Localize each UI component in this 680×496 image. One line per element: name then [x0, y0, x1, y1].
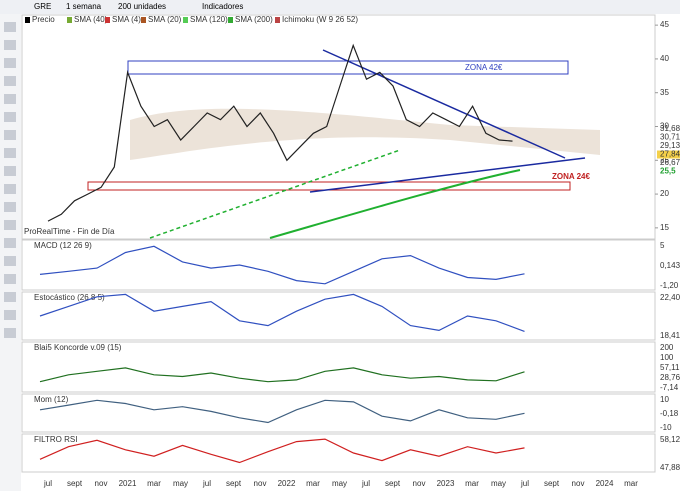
indicator-panel — [21, 341, 656, 393]
x-tick-label: nov — [254, 479, 267, 488]
panel-label: MACD (12 26 9) — [34, 241, 92, 250]
x-tick-label: may — [332, 479, 347, 488]
y-tick-label: 40 — [660, 54, 669, 63]
indicator-line — [39, 399, 525, 424]
y-tick-label: 45 — [660, 20, 669, 29]
x-tick-label: 2022 — [278, 479, 296, 488]
x-tick-label: mar — [624, 479, 638, 488]
indicator-value: 22,40 — [660, 293, 680, 302]
panel-label: Blai5 Koncorde v.09 (15) — [34, 343, 122, 352]
indicator-line — [39, 367, 525, 383]
indicator-line — [39, 438, 525, 464]
indicator-value: -7,14 — [660, 383, 679, 392]
panel-label: Mom (12) — [34, 395, 69, 404]
legend-swatch — [25, 17, 30, 23]
trendline-bottom — [309, 157, 586, 193]
indicator-value: -10 — [660, 423, 672, 432]
toolbar — [0, 0, 680, 14]
x-tick-label: 2023 — [437, 479, 455, 488]
x-tick-label: 2021 — [119, 479, 137, 488]
indicator-line — [39, 293, 525, 332]
indicator-value: 47,88 — [660, 463, 680, 472]
y-tick-label: 20 — [660, 189, 669, 198]
legend-entry: SMA (20) — [148, 15, 182, 24]
x-tick-label: mar — [465, 479, 479, 488]
x-tick-label: nov — [413, 479, 426, 488]
x-tick-label: jul — [202, 479, 211, 488]
legend-entry: SMA (40) — [74, 15, 108, 24]
x-tick-label: may — [173, 479, 188, 488]
legend-swatch — [228, 17, 233, 23]
sma-200 — [269, 169, 521, 239]
x-tick-label: jul — [43, 479, 52, 488]
legend-entry: SMA (4) — [112, 15, 141, 24]
y-tick-label: 25 — [660, 155, 669, 164]
support-line — [149, 149, 401, 239]
panel-label: FILTRO RSI — [34, 435, 77, 444]
x-tick-label: jul — [520, 479, 529, 488]
units[interactable]: 200 unidades — [118, 2, 166, 11]
indicator-value: -0,18 — [660, 409, 679, 418]
legend-swatch — [183, 17, 188, 23]
legend-swatch — [105, 17, 110, 23]
indicator-panel — [21, 239, 656, 291]
price-line — [47, 43, 513, 222]
indicator-value: -1,20 — [660, 281, 679, 290]
legend-entry: Ichimoku (W 9 26 52) — [282, 15, 358, 24]
indicator-value: 200 — [660, 343, 674, 352]
indicator-value: 18,41 — [660, 331, 680, 340]
panel-label: Estocástico (26 8 5) — [34, 293, 105, 302]
x-tick-label: nov — [95, 479, 108, 488]
legend-swatch — [67, 17, 72, 23]
indicator-value: 0,143 — [660, 261, 680, 270]
indicator-panel — [21, 433, 656, 473]
legend-swatch — [275, 17, 280, 23]
price-label: 30,71 — [660, 133, 680, 142]
x-tick-label: sept — [226, 479, 242, 488]
x-tick-label: jul — [361, 479, 370, 488]
x-tick-label: 2024 — [596, 479, 614, 488]
indicator-panel — [21, 393, 656, 433]
indicator-value: 10 — [660, 395, 669, 404]
legend-entry: SMA (120) — [190, 15, 228, 24]
zone-low — [87, 181, 571, 191]
legend-entry: Precio — [32, 15, 55, 24]
tools — [4, 22, 16, 338]
ichimoku-cloud — [130, 108, 600, 160]
zone-low-label: ZONA 24€ — [552, 172, 590, 181]
price-label: 31,68 — [660, 124, 680, 133]
indicator-value: 5 — [660, 241, 665, 250]
y-tick-label: 35 — [660, 88, 669, 97]
symbol[interactable]: GRE — [34, 2, 51, 11]
legend-entry: SMA (200) — [235, 15, 273, 24]
zone-high-label: ZONA 42€ — [465, 63, 503, 72]
legend-swatch — [141, 17, 146, 23]
indicator-value: 100 — [660, 353, 674, 362]
indicator-panel — [21, 291, 656, 341]
y-tick-label: 30 — [660, 122, 669, 131]
price-label: 27,84 — [660, 150, 680, 159]
period[interactable]: 1 semana — [66, 2, 102, 11]
trendline-top — [322, 49, 566, 159]
x-tick-label: mar — [147, 479, 161, 488]
price-label: 26,67 — [660, 158, 680, 167]
x-tick-label: may — [491, 479, 506, 488]
x-tick-label: sept — [67, 479, 83, 488]
price-label: 29,13 — [660, 141, 680, 150]
last-price-box — [657, 150, 680, 159]
x-tick-label: sept — [385, 479, 401, 488]
indicator-line — [39, 245, 525, 285]
x-tick-label: sept — [544, 479, 560, 488]
indicators[interactable]: Indicadores — [202, 2, 243, 11]
indicator-value: 57,11 — [660, 363, 680, 372]
price-label: 25,5 — [660, 167, 676, 176]
indicator-value: 28,76 — [660, 373, 680, 382]
footer: ProRealTime - Fin de Día — [24, 227, 115, 236]
indicator-value: 58,12 — [660, 435, 680, 444]
y-tick-label: 15 — [660, 223, 669, 232]
x-tick-label: mar — [306, 479, 320, 488]
x-tick-label: nov — [572, 479, 585, 488]
